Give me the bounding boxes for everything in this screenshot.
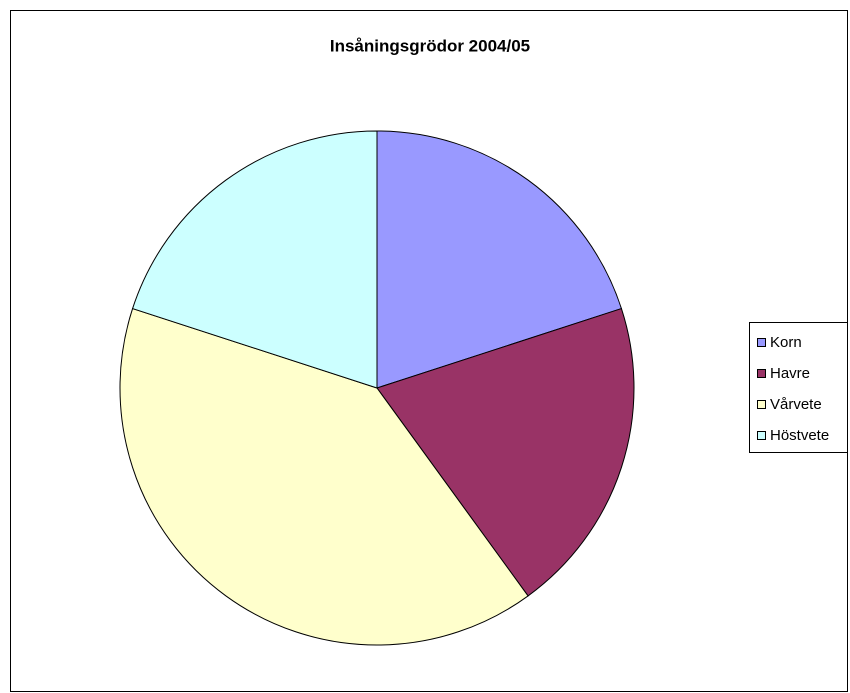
legend-swatch xyxy=(757,431,766,440)
pie-slice xyxy=(131,130,378,389)
legend-label: Havre xyxy=(770,365,810,382)
legend-label: Korn xyxy=(770,334,802,351)
legend-label: Vårvete xyxy=(770,396,822,413)
pie-slice xyxy=(376,307,635,597)
pie-slice xyxy=(119,307,529,646)
legend-swatch xyxy=(757,400,766,409)
legend-swatch xyxy=(757,338,766,347)
legend-label: Höstvete xyxy=(770,427,829,444)
chart-title: Insåningsgrödor 2004/05 xyxy=(330,36,530,55)
pie-slice xyxy=(376,130,623,389)
legend-swatch xyxy=(757,369,766,378)
